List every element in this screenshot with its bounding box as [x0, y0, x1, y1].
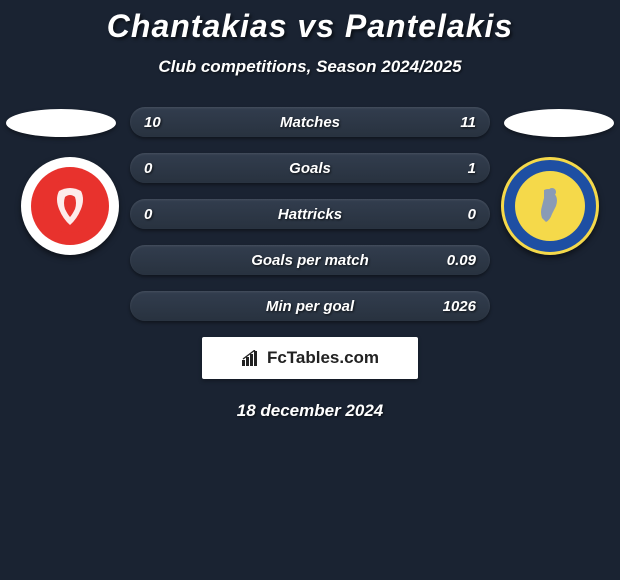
stat-row-goals: 0 Goals 1 [130, 153, 490, 183]
stat-row-goals-per-match: Goals per match 0.09 [130, 245, 490, 275]
right-club-badge-inner [515, 171, 585, 241]
right-player-ellipse [504, 109, 614, 137]
left-club-badge [21, 157, 119, 255]
stats-area: 10 Matches 11 0 Goals 1 0 Hattricks 0 Go… [0, 107, 620, 421]
bar-chart-icon [241, 350, 263, 366]
left-club-badge-inner [31, 167, 109, 245]
date-text: 18 december 2024 [0, 401, 620, 421]
subtitle: Club competitions, Season 2024/2025 [0, 57, 620, 77]
stat-label: Goals per match [251, 252, 369, 269]
page-title: Chantakias vs Pantelakis [0, 8, 620, 45]
stat-label: Hattricks [278, 206, 342, 223]
stat-right-value: 0.09 [436, 252, 476, 269]
stat-left-value: 0 [144, 160, 184, 177]
stat-rows: 10 Matches 11 0 Goals 1 0 Hattricks 0 Go… [130, 107, 490, 321]
branding-box: FcTables.com [202, 337, 418, 379]
stat-label: Goals [289, 160, 331, 177]
comparison-card: Chantakias vs Pantelakis Club competitio… [0, 0, 620, 421]
stat-right-value: 1026 [436, 298, 476, 315]
stat-right-value: 11 [436, 114, 476, 131]
left-player-ellipse [6, 109, 116, 137]
lion-crest-icon [41, 177, 99, 235]
stat-right-value: 1 [436, 160, 476, 177]
stat-row-matches: 10 Matches 11 [130, 107, 490, 137]
branding-text: FcTables.com [241, 348, 379, 368]
runner-crest-icon [524, 180, 576, 232]
stat-right-value: 0 [436, 206, 476, 223]
right-club-badge [501, 157, 599, 255]
branding-label: FcTables.com [267, 348, 379, 368]
stat-label: Matches [280, 114, 340, 131]
stat-row-min-per-goal: Min per goal 1026 [130, 291, 490, 321]
stat-left-value: 10 [144, 114, 184, 131]
stat-label: Min per goal [266, 298, 354, 315]
stat-row-hattricks: 0 Hattricks 0 [130, 199, 490, 229]
stat-left-value: 0 [144, 206, 184, 223]
